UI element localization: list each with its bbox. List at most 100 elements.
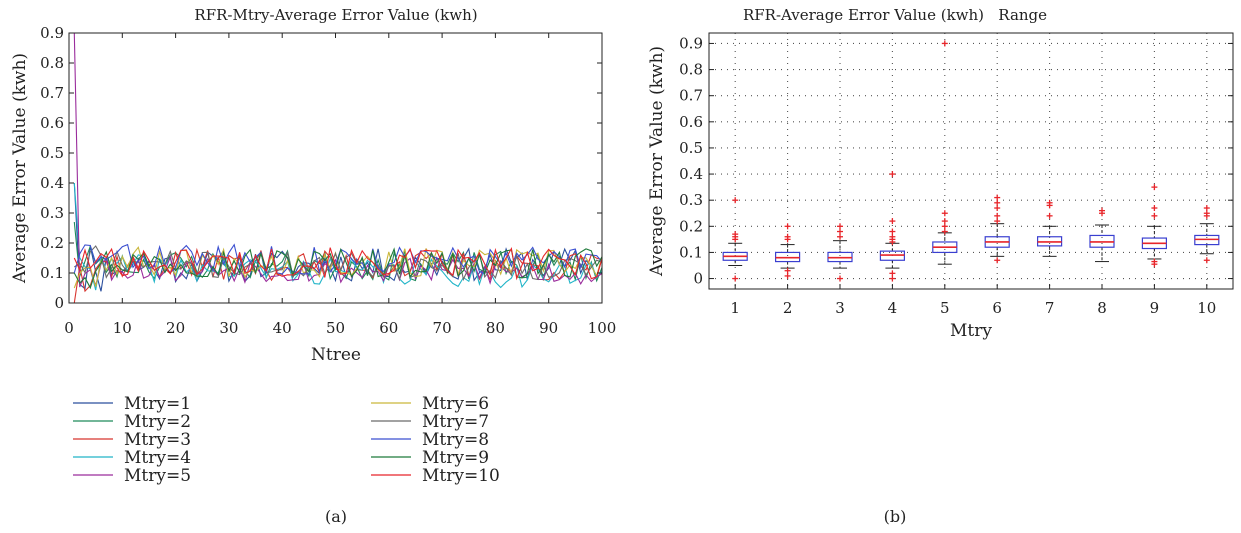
x-tick-label: 9 (1150, 299, 1160, 317)
box-mtry-4 (879, 171, 906, 282)
outlier-marker (1151, 212, 1158, 219)
x-tick-label: 80 (486, 319, 505, 337)
outlier-marker (941, 223, 948, 230)
outlier-marker (732, 197, 739, 204)
panel-b-title: RFR-Average Error Value (kwh) Range (743, 6, 1047, 24)
box-mtry-3 (827, 223, 853, 282)
panel-a-y-ticks: 0 0.1 0.2 0.3 0.4 0.5 0.6 0.7 0.8 0.9 (40, 24, 602, 312)
box-mtry-1 (722, 197, 748, 282)
x-tick-label: 10 (113, 319, 132, 337)
x-tick-label: 50 (326, 319, 345, 337)
panel-a-line-chart: RFR-Mtry-Average Error Value (kwh) 0 10 20… (10, 6, 616, 526)
y-tick-label: 0.8 (679, 61, 703, 79)
outlier-marker (889, 218, 896, 225)
outlier-marker (1099, 210, 1105, 217)
x-tick-label: 40 (273, 319, 292, 337)
outlier-marker (732, 236, 739, 243)
outlier-marker (994, 199, 1001, 206)
outlier-marker (784, 236, 791, 243)
series-line-mtry-8 (73, 243, 602, 276)
outlier-marker (837, 223, 843, 230)
box-mtry-2 (774, 223, 801, 279)
x-tick-label: 5 (940, 299, 950, 317)
outlier-marker (1203, 205, 1210, 212)
panel-b-y-ticks: 0 0.1 0.2 0.3 0.4 0.5 0.6 0.7 0.8 0.9 (679, 34, 1233, 288)
x-tick-label: 8 (1097, 299, 1107, 317)
x-tick-label: 2 (783, 299, 793, 317)
panel-b-plot-frame (708, 32, 1234, 290)
outlier-marker (889, 270, 896, 277)
box-mtry-9 (1141, 184, 1168, 268)
x-tick-label: 90 (539, 319, 558, 337)
outlier-marker (889, 171, 896, 178)
outlier-marker (784, 223, 791, 230)
outlier-marker (1046, 202, 1053, 209)
series-line-mtry-5 (73, 33, 602, 288)
outlier-marker (994, 218, 1001, 225)
outlier-marker (941, 218, 948, 225)
legend-label-mtry-9: Mtry=9 (422, 448, 489, 468)
outlier-marker (784, 267, 791, 274)
x-tick-label: 30 (219, 319, 238, 337)
legend-label-mtry-6: Mtry=6 (422, 394, 489, 414)
x-tick-label: 20 (166, 319, 185, 337)
outlier-marker (837, 275, 843, 282)
outlier-marker (889, 275, 896, 282)
panel-a-y-axis-label: Average Error Value (kwh) (10, 53, 30, 284)
y-tick-label: 0.4 (679, 165, 703, 183)
y-tick-label: 0.6 (40, 114, 64, 132)
outlier-marker (837, 228, 843, 235)
outlier-marker (1046, 212, 1053, 219)
y-tick-label: 0.2 (679, 217, 703, 235)
outlier-marker (1151, 261, 1158, 268)
y-tick-label: 0.8 (40, 54, 64, 72)
y-tick-label: 0.1 (679, 243, 703, 261)
x-tick-label: 7 (1045, 299, 1055, 317)
y-tick-label: 0.5 (40, 144, 64, 162)
outlier-marker (732, 275, 739, 282)
legend-label-mtry-4: Mtry=4 (124, 448, 191, 468)
legend-label-mtry-5: Mtry=5 (124, 466, 191, 486)
panel-a-legend: Mtry=1Mtry=2Mtry=3Mtry=4Mtry=5Mtry=6Mtry… (73, 394, 500, 486)
y-tick-label: 0.3 (679, 191, 703, 209)
box-mtry-7 (1036, 199, 1063, 257)
y-tick-label: 0.2 (40, 234, 64, 252)
outlier-marker (837, 233, 843, 240)
legend-label-mtry-2: Mtry=2 (124, 412, 191, 432)
x-tick-label: 10 (1197, 299, 1216, 317)
outlier-marker (1151, 184, 1158, 191)
y-tick-label: 0.5 (679, 139, 703, 157)
series-line-mtry-1 (73, 182, 602, 292)
y-tick-label: 0.7 (40, 84, 64, 102)
panel-a-caption: (a) (325, 507, 347, 526)
x-tick-label: 100 (588, 319, 617, 337)
box-mtry-10 (1194, 205, 1220, 264)
y-tick-label: 0.1 (40, 264, 64, 282)
x-tick-label: 1 (730, 299, 740, 317)
panel-b-boxes (722, 40, 1220, 282)
y-tick-label: 0.7 (679, 87, 703, 105)
y-tick-label: 0.6 (679, 113, 703, 131)
panel-b-box-chart: RFR-Average Error Value (kwh) Range 1 2 3 4… (647, 6, 1234, 526)
outlier-marker (994, 205, 1001, 212)
panel-b-caption: (b) (884, 507, 907, 526)
box-mtry-6 (984, 194, 1010, 264)
y-tick-label: 0 (54, 294, 64, 312)
y-tick-label: 0.3 (40, 204, 64, 222)
outlier-marker (994, 257, 1001, 264)
outlier-marker (941, 210, 948, 217)
x-tick-label: 3 (835, 299, 845, 317)
outlier-marker (889, 238, 896, 245)
panel-b-y-axis-label: Average Error Value (kwh) (647, 46, 667, 277)
box-mtry-5 (932, 40, 958, 265)
y-tick-label: 0 (693, 270, 703, 288)
x-tick-label: 4 (888, 299, 898, 317)
legend-label-mtry-3: Mtry=3 (124, 430, 191, 450)
panel-b-x-ticks: 1 2 3 4 5 6 7 8 9 10 (730, 284, 1216, 317)
panel-a-title: RFR-Mtry-Average Error Value (kwh) (194, 6, 477, 24)
outlier-marker (889, 228, 896, 235)
outlier-marker (1203, 212, 1210, 219)
y-tick-label: 0.9 (40, 24, 64, 42)
outlier-marker (941, 40, 948, 47)
